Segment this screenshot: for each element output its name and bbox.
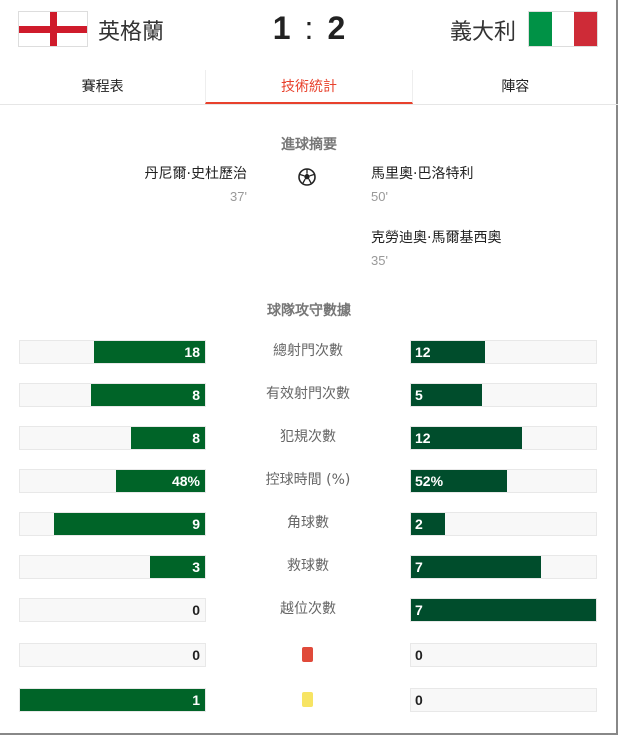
stat-row: 9 角球數 2 bbox=[0, 512, 618, 538]
england-flag-icon bbox=[18, 11, 88, 47]
home-stat-bar: 8 bbox=[19, 383, 206, 407]
home-stat-bar: 8 bbox=[19, 426, 206, 450]
italy-flag-icon bbox=[528, 11, 598, 47]
stat-label: 越位次數 bbox=[280, 601, 336, 617]
goal-scorer: 克勞迪奧·馬爾基西奧 bbox=[371, 230, 502, 246]
tab-stats[interactable]: 技術統計 bbox=[205, 70, 413, 104]
home-stat-value: 8 bbox=[192, 430, 200, 446]
stat-row: 0 越位次數 7 bbox=[0, 598, 618, 624]
away-stat-bar-fill bbox=[411, 470, 508, 492]
away-stat-bar-fill bbox=[411, 427, 522, 449]
home-stat-bar-fill bbox=[91, 384, 205, 406]
home-stat-value: 0 bbox=[192, 602, 200, 618]
home-stat-value: 0 bbox=[192, 647, 200, 663]
away-stat-bar: 7 bbox=[410, 598, 597, 622]
goal-minute: 37' bbox=[230, 189, 247, 204]
away-stat-bar-fill bbox=[411, 341, 485, 363]
away-stat-bar: 12 bbox=[410, 340, 597, 364]
away-score: 2 bbox=[327, 10, 346, 46]
home-stat-bar: 9 bbox=[19, 512, 206, 536]
home-stat-bar-fill bbox=[53, 513, 205, 535]
goal-minute: 50' bbox=[371, 189, 388, 204]
away-stat-value: 7 bbox=[415, 602, 423, 618]
stat-label: 控球時間 (%) bbox=[265, 472, 351, 488]
stat-row: 8 犯規次數 12 bbox=[0, 426, 618, 452]
home-stat-bar-fill bbox=[20, 689, 205, 711]
score: 1:2 bbox=[0, 10, 618, 47]
stat-label: 犯規次數 bbox=[280, 429, 336, 445]
goal-minute: 35' bbox=[371, 253, 388, 268]
tab-lineup[interactable]: 陣容 bbox=[501, 79, 530, 95]
home-stat-bar: 3 bbox=[19, 555, 206, 579]
home-stat-bar: 0 bbox=[19, 598, 206, 622]
away-stat-value: 0 bbox=[415, 692, 423, 708]
home-stat-value: 3 bbox=[192, 559, 200, 575]
away-stat-value: 12 bbox=[415, 430, 431, 446]
stat-label: 總射門次數 bbox=[273, 343, 343, 359]
stat-label: 角球數 bbox=[287, 515, 329, 531]
away-stat-bar-fill bbox=[411, 513, 445, 535]
home-stat-value: 9 bbox=[192, 516, 200, 532]
home-stat-bar-fill bbox=[116, 470, 205, 492]
away-stat-value: 2 bbox=[415, 516, 423, 532]
away-stat-value: 12 bbox=[415, 344, 431, 360]
home-stat-bar-fill bbox=[94, 341, 205, 363]
away-goal-item: 馬里奧·巴洛特利 50' bbox=[371, 163, 473, 204]
home-stat-bar-fill bbox=[149, 556, 205, 578]
away-stat-value: 52% bbox=[415, 473, 444, 489]
goal-scorer: 馬里奧·巴洛特利 bbox=[371, 166, 474, 182]
stat-label: 救球數 bbox=[287, 558, 329, 574]
away-stat-bar: 7 bbox=[410, 555, 597, 579]
away-stat-bar-fill bbox=[411, 384, 483, 406]
away-stat-bar: 0 bbox=[410, 688, 597, 712]
stat-row: 3 救球數 7 bbox=[0, 555, 618, 581]
away-stat-bar-fill bbox=[411, 599, 596, 621]
home-stat-value: 1 bbox=[192, 692, 200, 708]
away-team-name: 義大利 bbox=[449, 20, 516, 45]
yellow-card-icon bbox=[302, 692, 313, 707]
home-score: 1 bbox=[272, 10, 291, 46]
score-separator: : bbox=[304, 10, 314, 46]
away-stat-bar-fill bbox=[411, 556, 541, 578]
match-header: 英格蘭 1:2 義大利 bbox=[0, 0, 618, 62]
stat-row: 48% 控球時間 (%) 52% bbox=[0, 469, 618, 495]
away-stat-bar: 52% bbox=[410, 469, 597, 493]
home-stat-bar: 48% bbox=[19, 469, 206, 493]
soccer-ball-icon bbox=[298, 168, 316, 186]
stat-row: 8 有效射門次數 5 bbox=[0, 383, 618, 409]
home-stat-bar-fill bbox=[131, 427, 205, 449]
away-stat-value: 0 bbox=[415, 647, 423, 663]
away-stat-bar: 2 bbox=[410, 512, 597, 536]
home-stat-bar: 18 bbox=[19, 340, 206, 364]
home-goal-item: 丹尼爾·史杜歷治 37' bbox=[145, 163, 247, 204]
away-goal-item: 克勞迪奧·馬爾基西奧 35' bbox=[371, 227, 501, 268]
goals-section-title: 進球摘要 bbox=[281, 137, 337, 153]
away-stat-bar: 12 bbox=[410, 426, 597, 450]
goal-scorer: 丹尼爾·史杜歷治 bbox=[144, 166, 247, 182]
stat-row: 18 總射門次數 12 bbox=[0, 340, 618, 366]
home-stat-bar: 0 bbox=[19, 643, 206, 667]
away-stat-value: 5 bbox=[415, 387, 423, 403]
home-stat-value: 8 bbox=[192, 387, 200, 403]
tab-schedule[interactable]: 賽程表 bbox=[81, 79, 124, 95]
away-stat-bar: 0 bbox=[410, 643, 597, 667]
tab-bar: 賽程表 技術統計 陣容 bbox=[0, 70, 618, 105]
red-card-icon bbox=[302, 647, 313, 662]
home-team-name: 英格蘭 bbox=[98, 20, 165, 45]
stats-section-title: 球隊攻守數據 bbox=[267, 303, 351, 319]
stat-label: 有效射門次數 bbox=[266, 386, 350, 402]
home-stat-bar: 1 bbox=[19, 688, 206, 712]
away-stat-bar: 5 bbox=[410, 383, 597, 407]
away-stat-value: 7 bbox=[415, 559, 423, 575]
home-stat-value: 18 bbox=[184, 344, 200, 360]
home-stat-value: 48% bbox=[171, 473, 200, 489]
